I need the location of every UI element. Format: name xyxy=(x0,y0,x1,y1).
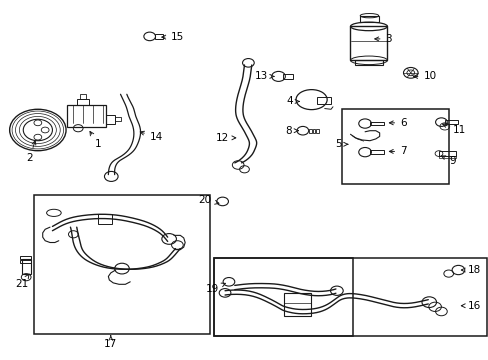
Text: 18: 18 xyxy=(460,265,480,275)
Text: 15: 15 xyxy=(162,32,183,42)
Text: 19: 19 xyxy=(205,283,225,294)
Bar xyxy=(355,60,382,65)
Text: 4: 4 xyxy=(286,96,299,107)
Text: 2: 2 xyxy=(26,141,36,163)
Text: 11: 11 xyxy=(442,123,465,135)
Bar xyxy=(214,258,352,337)
Text: 16: 16 xyxy=(460,301,480,311)
Text: 1: 1 xyxy=(90,131,101,149)
Bar xyxy=(369,122,383,125)
Text: 10: 10 xyxy=(413,71,436,81)
Text: 6: 6 xyxy=(388,118,406,128)
Text: 5: 5 xyxy=(334,139,347,149)
Bar xyxy=(444,120,458,123)
Bar xyxy=(438,156,455,158)
Text: 20: 20 xyxy=(198,195,219,204)
Text: 12: 12 xyxy=(215,133,235,143)
Bar xyxy=(214,258,486,337)
Bar xyxy=(312,129,315,133)
Bar xyxy=(20,260,30,263)
Bar xyxy=(20,256,30,259)
Bar xyxy=(283,74,292,79)
Bar xyxy=(317,97,330,104)
Text: 14: 14 xyxy=(140,131,163,142)
Bar xyxy=(316,129,319,133)
Bar xyxy=(154,34,163,39)
Text: 8: 8 xyxy=(285,126,298,136)
Bar xyxy=(308,129,311,133)
Bar xyxy=(22,259,30,274)
Text: 13: 13 xyxy=(254,71,273,81)
Bar xyxy=(77,99,89,105)
Text: 3: 3 xyxy=(374,34,391,44)
Bar xyxy=(360,16,378,22)
Bar xyxy=(369,150,383,154)
Text: 7: 7 xyxy=(388,147,406,157)
Bar xyxy=(98,213,112,224)
Bar xyxy=(341,109,448,184)
Text: 9: 9 xyxy=(441,156,455,166)
Bar xyxy=(284,293,310,316)
Bar xyxy=(106,114,115,123)
Bar xyxy=(438,152,455,156)
Bar xyxy=(67,105,106,127)
Bar xyxy=(350,26,386,60)
Bar xyxy=(80,94,86,99)
Bar xyxy=(34,195,210,334)
Text: 21: 21 xyxy=(15,274,29,289)
Bar xyxy=(115,117,120,121)
Text: 17: 17 xyxy=(104,336,117,348)
